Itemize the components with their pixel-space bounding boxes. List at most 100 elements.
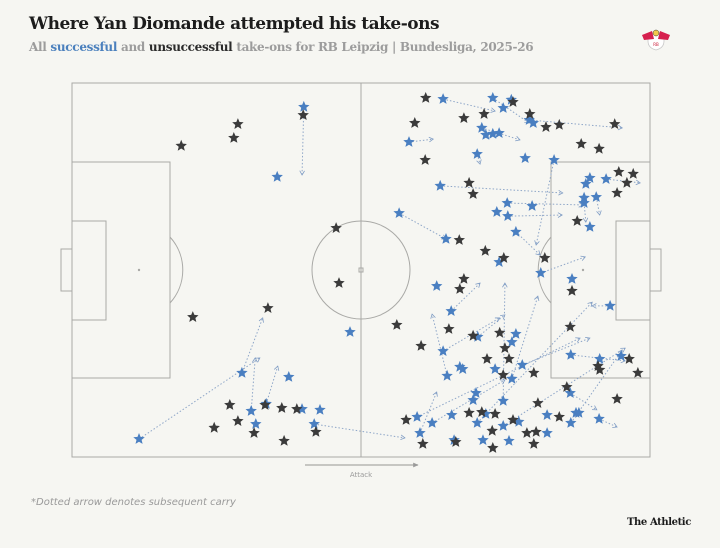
footnote: *Dotted arrow denotes subsequent carry [31,497,236,508]
unsuccessful-take-on-star [476,406,488,417]
successful-take-on-star [441,369,453,381]
successful-take-on-star [505,93,517,105]
successful-take-on-star [593,412,605,424]
successful-take-on-star [480,129,492,140]
successful-take-on-star [414,427,426,438]
successful-take-on-star [510,225,522,237]
carry-arrow [265,365,280,405]
successful-take-on-star [502,210,514,221]
successful-take-on-star [497,420,509,431]
successful-take-on-star [584,221,596,232]
unsuccessful-take-on-star [623,353,635,364]
unsuccessful-take-on-star [278,434,290,446]
unsuccessful-take-on-star [566,284,578,296]
successful-take-on-star [497,394,509,406]
unsuccessful-take-on-star [291,403,303,414]
successful-take-on-star [600,173,612,184]
unsuccessful-take-on-star [521,427,533,438]
successful-take-on-star [434,179,446,191]
successful-take-on-star [497,102,509,113]
unsuccessful-take-on-star [593,142,605,154]
successful-take-on-star [314,403,326,415]
successful-take-on-star [519,152,531,163]
unsuccessful-take-on-star [553,411,565,422]
carry-arrow [492,97,530,124]
successful-take-on-star [448,434,460,445]
successful-take-on-star [236,366,248,378]
unsuccessful-take-on-star [497,369,509,380]
unsuccessful-take-on-star [528,366,540,378]
unsuccessful-take-on-star [450,436,462,447]
successful-take-on-star [527,117,539,128]
successful-take-on-star [298,100,310,112]
attack-label: Attack [350,471,373,479]
pitch-lines [60,82,662,458]
successful-take-on-star [437,93,449,104]
unsuccessful-take-on-star [621,176,633,188]
successful-take-on-star [426,417,438,428]
successful-take-on-star [565,417,577,428]
right-six-yard-box [615,220,651,321]
left-six-yard-box [71,220,107,321]
carry-arrow [540,255,587,274]
unsuccessful-take-on-star [481,353,493,364]
unsuccessful-take-on-star [463,406,475,418]
carry-arrow [241,317,264,374]
legend-successful: successful [50,40,118,54]
carry-arrow [430,313,448,376]
unsuccessful-take-on-star [443,323,455,334]
successful-take-on-star [541,427,553,438]
successful-take-on-star [437,345,449,356]
carry-arrow [398,212,447,240]
successful-take-on-star [565,348,577,360]
successful-take-on-star [501,197,513,208]
center-spot [358,267,364,273]
successful-take-on-star [573,406,585,418]
successful-take-on-star [493,127,505,138]
unsuccessful-take-on-star [463,176,475,188]
successful-take-on-star [541,409,553,420]
carry-arrow [507,202,584,208]
carry-arrow [606,178,641,186]
subtitle-prefix: All [29,40,47,54]
successful-take-on-star [411,411,423,422]
unsuccessful-take-on-star [458,112,470,123]
unsuccessful-take-on-star [175,139,187,151]
left-penalty-spot [137,268,141,272]
unsuccessful-take-on-star [539,252,551,263]
legend-unsuccessful: unsuccessful [148,40,233,54]
chart-subtitle: All successful and unsuccessful take-ons… [29,40,534,54]
successful-take-on-star [446,409,458,420]
unsuccessful-take-on-star [507,96,519,107]
carry-arrow [534,159,555,246]
successful-take-on-star [584,172,596,183]
carry-arrow [314,423,406,441]
unsuccessful-take-on-star [333,277,345,288]
unsuccessful-take-on-star [609,118,621,129]
successful-take-on-star [604,299,616,311]
carry-arrow [442,98,496,113]
carry-arrow [250,357,258,412]
carry-arrow [522,337,591,366]
carry-arrow [299,106,305,176]
carry-arrow [511,295,540,379]
successful-take-on-star [445,305,457,316]
unsuccessful-take-on-star [458,273,470,284]
unsuccessful-take-on-star [478,108,490,119]
unsuccessful-take-on-star [224,399,236,410]
unsuccessful-take-on-star [187,311,199,322]
unsuccessful-take-on-star [507,414,519,425]
successful-take-on-star [467,394,479,405]
right-penalty-box [550,161,651,379]
unsuccessful-take-on-star [415,339,427,351]
unsuccessful-take-on-star [467,329,479,341]
carry-arrow [595,196,602,216]
subtitle-and: and [121,40,145,54]
successful-take-on-star [516,359,528,370]
successful-take-on-star [487,92,499,103]
carry-arrow [476,301,593,424]
unsuccessful-take-on-star [248,427,260,438]
unsuccessful-take-on-star [528,437,540,449]
carry-arrow [431,379,506,424]
